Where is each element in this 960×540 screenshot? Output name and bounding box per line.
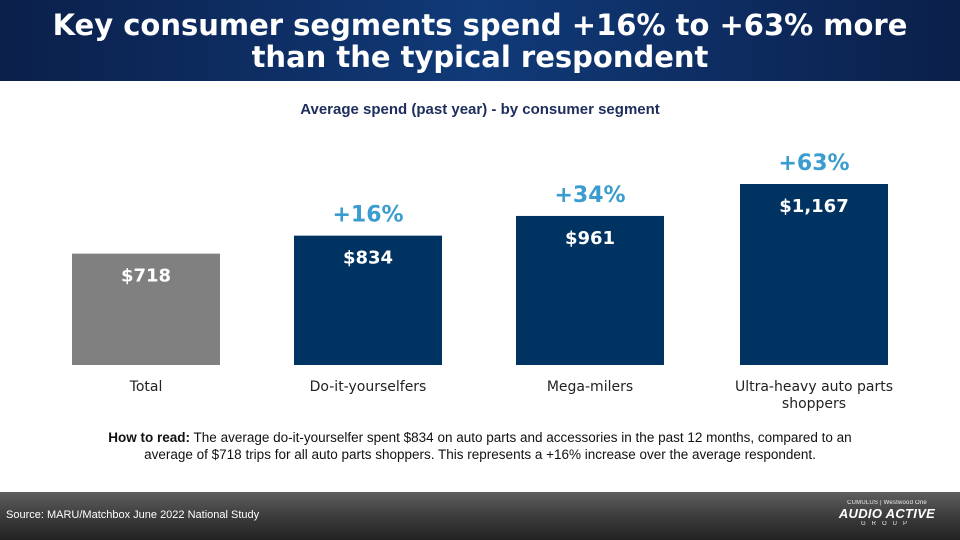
title-banner: Key consumer segments spend +16% to +63%… bbox=[0, 0, 960, 81]
bar-1 bbox=[72, 253, 220, 365]
how-to-read-note: How to read: The average do-it-yourselfe… bbox=[95, 429, 865, 463]
brand-logo: CUMULUS | Westwood One AUDIO ACTIVE GROU… bbox=[832, 500, 942, 527]
how-to-read-label: How to read: bbox=[108, 430, 191, 445]
bar-4 bbox=[740, 184, 888, 365]
value-label-3: $961 bbox=[565, 228, 615, 249]
increase-label-4: +63% bbox=[778, 151, 849, 176]
chart-title: Average spend (past year) - by consumer … bbox=[300, 101, 660, 118]
category-label-2: Do-it-yourselfers bbox=[310, 379, 427, 395]
value-label-4: $1,167 bbox=[779, 196, 848, 217]
value-label-1: $718 bbox=[121, 266, 171, 287]
bar-2 bbox=[294, 235, 442, 365]
footer-bar: Source: MARU/Matchbox June 2022 National… bbox=[0, 492, 960, 540]
brand-top-text: CUMULUS | Westwood One bbox=[847, 500, 927, 506]
increase-label-2: +16% bbox=[332, 203, 403, 228]
category-label-4: Ultra-heavy auto parts shoppers bbox=[735, 379, 893, 412]
bar-3 bbox=[516, 215, 664, 365]
category-label-1: Total bbox=[129, 379, 163, 395]
value-label-2: $834 bbox=[343, 248, 393, 269]
bar-chart: $718 Total $834 +16% Do-it-yourselfers $961 +3… bbox=[72, 151, 893, 412]
brand-sub-text: GROUP bbox=[860, 521, 913, 527]
increase-label-3: +34% bbox=[554, 183, 625, 208]
page-title: Key consumer segments spend +16% to +63%… bbox=[52, 7, 908, 74]
source-text: Source: MARU/Matchbox June 2022 National… bbox=[6, 509, 260, 521]
how-to-read-text: The average do-it-yourselfer spent $834 … bbox=[144, 430, 852, 462]
category-label-3: Mega-milers bbox=[547, 379, 633, 395]
brand-main-text: AUDIO ACTIVE bbox=[838, 506, 936, 521]
